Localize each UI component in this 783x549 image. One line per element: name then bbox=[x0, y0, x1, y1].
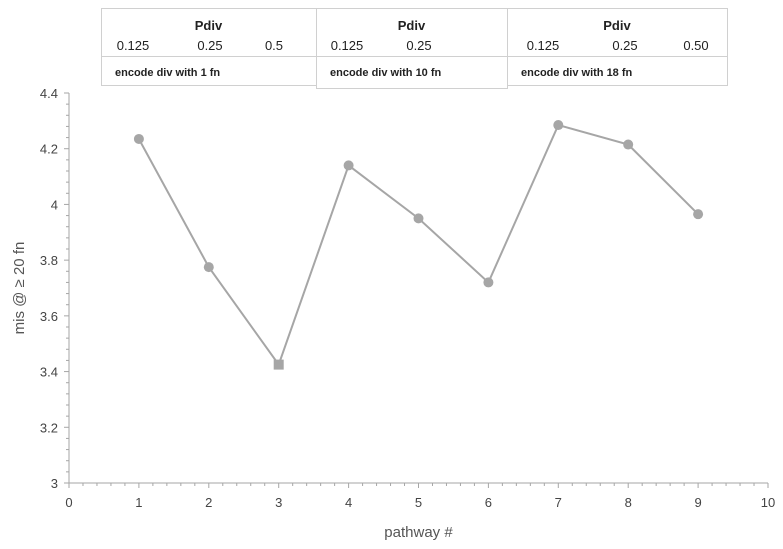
header-group-value: 0.25 bbox=[406, 38, 431, 53]
header-group-box bbox=[507, 8, 728, 86]
header-group-box bbox=[101, 8, 317, 86]
header-group-value: 0.25 bbox=[612, 38, 637, 53]
series bbox=[133, 120, 704, 370]
x-axis-title: pathway # bbox=[384, 524, 453, 541]
x-tick-label: 2 bbox=[205, 495, 212, 510]
x-tick-label: 3 bbox=[275, 495, 282, 510]
header-group-value: 0.50 bbox=[683, 38, 708, 53]
header-table: Pdiv 0.125 0.25 0.5 encode div with 1 fn Pdiv… bbox=[101, 8, 728, 89]
x-tick-label: 0 bbox=[65, 495, 72, 510]
data-point bbox=[693, 209, 704, 220]
header-group-value: 0.125 bbox=[117, 38, 150, 53]
x-axis-ticks: 0 1 2 3 4 5 6 7 8 9 10 bbox=[65, 483, 775, 510]
x-tick-label: 5 bbox=[415, 495, 422, 510]
header-group-value: 0.25 bbox=[197, 38, 222, 53]
data-point bbox=[413, 213, 424, 224]
y-axis-ticks: 3 3.2 3.4 3.6 3.8 4 4.2 4.4 bbox=[40, 86, 69, 491]
x-tick-label: 6 bbox=[485, 495, 492, 510]
y-tick-label: 4.2 bbox=[40, 142, 58, 157]
y-tick-label: 4.4 bbox=[40, 86, 58, 101]
data-point bbox=[343, 160, 354, 171]
header-group-description: encode div with 10 fn bbox=[330, 67, 442, 79]
data-point bbox=[483, 277, 494, 288]
y-tick-label: 3 bbox=[51, 476, 58, 491]
header-group-description: encode div with 18 fn bbox=[521, 67, 633, 79]
x-tick-label: 9 bbox=[694, 495, 701, 510]
header-group-value: 0.5 bbox=[265, 38, 283, 53]
x-tick-label: 10 bbox=[761, 495, 775, 510]
series-line bbox=[138, 123, 699, 367]
y-tick-label: 3.2 bbox=[40, 420, 58, 435]
header-group-title: Pdiv bbox=[603, 18, 631, 33]
data-point-square bbox=[273, 359, 284, 370]
header-group-value: 0.125 bbox=[527, 38, 560, 53]
y-tick-label: 3.8 bbox=[40, 253, 58, 268]
x-tick-label: 4 bbox=[345, 495, 352, 510]
data-point bbox=[203, 262, 214, 273]
header-group-description: encode div with 1 fn bbox=[115, 67, 220, 79]
y-axis-title: mis @ ≥ 20 fn bbox=[11, 242, 28, 335]
data-point bbox=[623, 139, 634, 150]
y-tick-label: 3.4 bbox=[40, 365, 58, 380]
y-tick-label: 4 bbox=[51, 197, 58, 212]
header-group-title: Pdiv bbox=[398, 18, 426, 33]
axes: 3 3.2 3.4 3.6 3.8 4 4.2 4.4 0 1 2 3 4 5 6 7 8 9 10 pathwa… bbox=[11, 86, 775, 541]
data-point bbox=[553, 120, 564, 131]
x-tick-label: 8 bbox=[625, 495, 632, 510]
header-group-box bbox=[316, 8, 508, 89]
y-tick-label: 3.6 bbox=[40, 309, 58, 324]
header-group-title: Pdiv bbox=[195, 18, 223, 33]
x-tick-label: 1 bbox=[135, 495, 142, 510]
data-point bbox=[133, 133, 144, 144]
x-tick-label: 7 bbox=[555, 495, 562, 510]
header-group-value: 0.125 bbox=[331, 38, 364, 53]
